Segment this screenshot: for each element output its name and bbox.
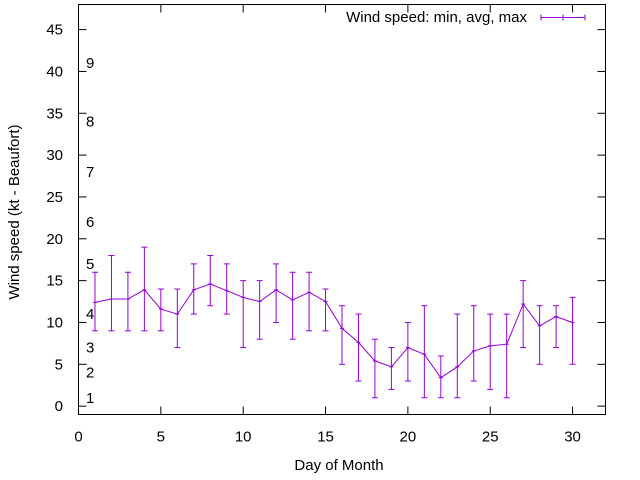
error-bar (371, 338, 378, 399)
error-bar (470, 305, 477, 382)
beaufort-labels: 1 2 3 4 5 6 7 8 9 (86, 55, 94, 407)
x-axis-ticks: 0 5 10 15 20 25 30 (74, 4, 581, 446)
error-bar (306, 271, 313, 332)
legend: Wind speed: min, avg, max (346, 9, 586, 26)
legend-label: Wind speed: min, avg, max (346, 9, 527, 26)
beaufort-label: 9 (86, 55, 94, 72)
beaufort-label: 8 (86, 114, 94, 131)
error-bar (388, 347, 395, 390)
legend-sample (540, 14, 586, 21)
y-tick-label: 5 (55, 356, 63, 373)
beaufort-label: 7 (86, 164, 94, 181)
error-bar (141, 246, 148, 332)
error-bar (536, 305, 543, 365)
beaufort-label: 6 (86, 214, 94, 231)
error-bar (157, 288, 164, 332)
x-tick-label: 25 (482, 429, 499, 446)
x-tick-label: 0 (74, 429, 82, 446)
y-tick-label: 40 (46, 63, 63, 80)
error-bar (91, 271, 98, 332)
beaufort-label: 1 (86, 390, 94, 407)
error-bar (240, 280, 247, 349)
y-axis-label: Wind speed (kt - Beaufort) (6, 124, 23, 299)
error-bar (487, 313, 494, 390)
y-tick-label: 0 (55, 398, 63, 415)
avg-line (94, 283, 573, 379)
y-tick-label: 25 (46, 189, 63, 206)
error-bar (190, 263, 197, 315)
beaufort-label: 4 (86, 306, 94, 323)
error-bar (223, 263, 230, 315)
error-bar (437, 355, 444, 399)
error-bar (322, 288, 329, 332)
y-tick-label: 15 (46, 273, 63, 290)
error-bar (174, 288, 181, 349)
x-tick-label: 30 (564, 429, 581, 446)
x-tick-label: 5 (157, 429, 165, 446)
beaufort-label: 2 (86, 365, 94, 382)
error-bar (454, 313, 461, 399)
y-tick-label: 45 (46, 22, 63, 39)
error-bar (553, 305, 560, 349)
series-layer (91, 246, 576, 399)
error-bar (355, 313, 362, 382)
error-bar (289, 271, 296, 340)
x-tick-label: 10 (235, 429, 252, 446)
error-bar (569, 296, 576, 365)
x-axis-label: Day of Month (294, 457, 383, 474)
y-tick-label: 30 (46, 147, 63, 164)
error-bar (124, 271, 131, 332)
error-bar (108, 255, 115, 332)
error-bar (404, 321, 411, 382)
beaufort-label: 5 (86, 256, 94, 273)
y-tick-label: 20 (46, 231, 63, 248)
beaufort-label: 3 (86, 340, 94, 357)
error-bar (273, 263, 280, 323)
error-bar (256, 280, 263, 340)
error-bar (503, 313, 510, 399)
y-tick-label: 10 (46, 314, 63, 331)
error-bar (421, 305, 428, 399)
error-bar (520, 280, 527, 349)
error-bar (207, 255, 214, 307)
x-tick-label: 20 (400, 429, 417, 446)
x-tick-label: 15 (317, 429, 334, 446)
error-bar (339, 305, 345, 365)
plot-border (78, 4, 606, 415)
y-tick-label: 35 (46, 105, 63, 122)
